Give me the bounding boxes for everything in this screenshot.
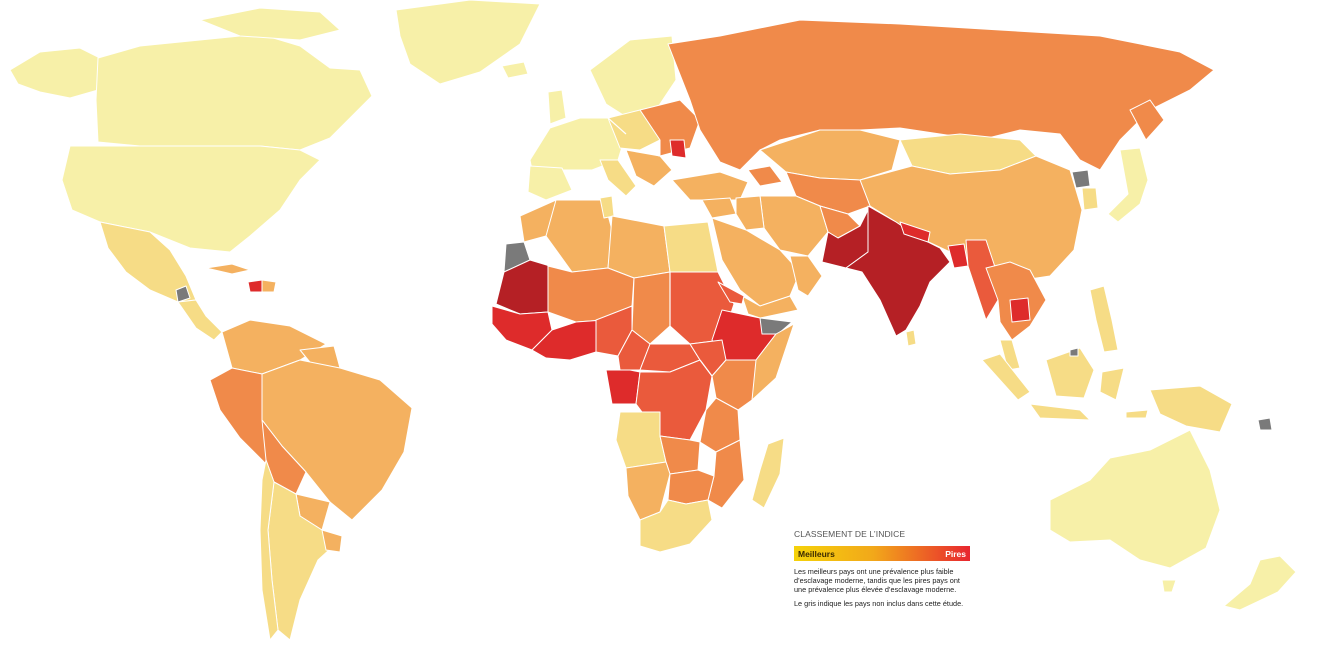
region-timor bbox=[1125, 409, 1149, 419]
region-myanmar bbox=[965, 239, 999, 321]
region-angola bbox=[615, 411, 667, 469]
region-balkans bbox=[625, 149, 673, 187]
region-iceland bbox=[501, 61, 529, 79]
region-guatemala bbox=[175, 285, 191, 303]
region-bangladesh bbox=[947, 243, 969, 269]
region-levant bbox=[701, 197, 737, 219]
region-cuba bbox=[205, 263, 251, 275]
region-chad bbox=[631, 271, 671, 345]
region-oman-uae bbox=[789, 255, 823, 297]
region-iberia bbox=[527, 165, 573, 201]
legend-title: CLASSEMENT DE L’INDICE bbox=[794, 529, 906, 539]
region-alaska bbox=[9, 47, 101, 99]
region-south-africa bbox=[639, 499, 713, 553]
legend: CLASSEMENT DE L’INDICE Meilleurs Pires L… bbox=[794, 529, 970, 608]
region-tasmania bbox=[1161, 579, 1177, 593]
region-madagascar bbox=[751, 437, 785, 509]
region-canada-islands bbox=[199, 7, 341, 41]
region-eastern-europe bbox=[639, 99, 701, 157]
region-russia bbox=[667, 19, 1215, 171]
region-new-zealand bbox=[1223, 555, 1297, 611]
legend-worst-label: Pires bbox=[945, 548, 966, 559]
region-philippines bbox=[1089, 285, 1119, 353]
legend-description: Les meilleurs pays ont une prévalence pl… bbox=[794, 567, 960, 595]
legend-gradient-bar: Meilleurs Pires bbox=[794, 546, 970, 561]
region-central-america bbox=[177, 299, 223, 341]
legend-grey-note: Le gris indique les pays non inclus dans… bbox=[794, 598, 964, 608]
region-indonesia-sumatra bbox=[981, 353, 1031, 401]
region-uruguay bbox=[321, 529, 343, 553]
region-solomon-islands bbox=[1257, 417, 1273, 431]
region-nepal bbox=[899, 221, 931, 243]
region-haiti bbox=[247, 279, 263, 293]
region-north-korea bbox=[1071, 169, 1091, 189]
region-greenland bbox=[395, 0, 541, 85]
region-sulawesi bbox=[1099, 367, 1125, 401]
region-botswana-zimbabwe bbox=[667, 469, 715, 505]
region-brunei bbox=[1069, 347, 1079, 357]
region-libya bbox=[607, 215, 671, 279]
region-iraq-syria bbox=[735, 195, 765, 231]
region-moldova bbox=[669, 139, 687, 159]
region-caucasus bbox=[747, 165, 783, 187]
region-egypt bbox=[663, 221, 719, 273]
region-indonesia-java bbox=[1029, 403, 1091, 421]
region-eritrea bbox=[717, 281, 745, 305]
region-chile bbox=[259, 459, 279, 641]
region-kamchatka bbox=[1129, 99, 1165, 141]
region-cambodia bbox=[1009, 297, 1031, 323]
region-uk bbox=[547, 89, 567, 125]
region-sri-lanka bbox=[905, 329, 917, 347]
region-usa bbox=[61, 145, 321, 253]
region-korea bbox=[1081, 187, 1099, 211]
region-dominican-rep bbox=[261, 279, 277, 293]
region-australia bbox=[1049, 429, 1221, 569]
legend-best-label: Meilleurs bbox=[798, 548, 835, 559]
region-italy bbox=[599, 159, 637, 197]
region-yemen bbox=[741, 295, 799, 319]
region-japan bbox=[1107, 147, 1149, 223]
region-canada bbox=[95, 33, 373, 151]
region-gabon-congo bbox=[605, 369, 641, 405]
region-turkey bbox=[671, 171, 749, 201]
region-iran bbox=[759, 195, 829, 257]
region-new-guinea bbox=[1149, 385, 1233, 433]
region-scandinavia bbox=[589, 35, 677, 119]
